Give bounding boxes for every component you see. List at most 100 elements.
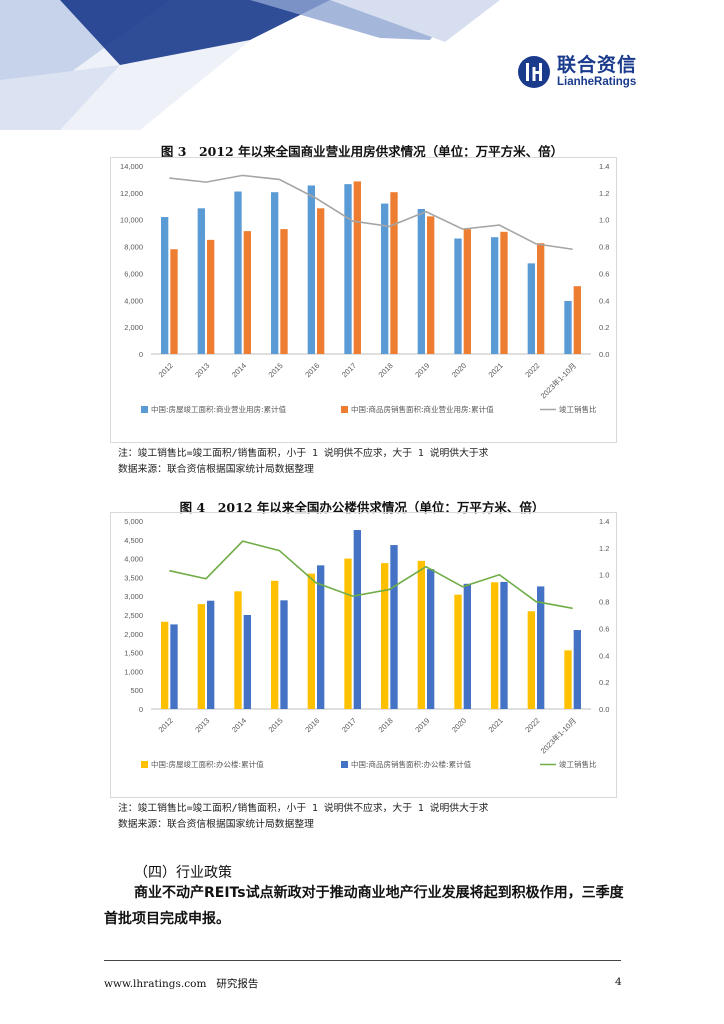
y2-tick-label: 0.8 — [599, 243, 609, 252]
logo-english-name: LianheRatings — [557, 75, 637, 88]
figure4-source: 数据来源：联合资信根据国家统计局数据整理 — [118, 819, 314, 830]
x-tick-label: 2014 — [230, 361, 248, 379]
y-tick-label: 4,000 — [124, 296, 143, 305]
bar-sold — [353, 530, 361, 709]
legend-label: 竣工销售比 — [559, 759, 597, 769]
y-tick-label: 500 — [130, 686, 143, 695]
figure3-title: 图 3 2012 年以来全国商业营业用房供求情况（单位：万平方米、倍） — [160, 144, 564, 159]
y-tick-label: 12,000 — [120, 189, 143, 198]
bar-completed — [564, 650, 572, 709]
x-tick-label: 2019 — [413, 361, 431, 379]
x-tick-label: 2019 — [413, 716, 431, 734]
bar-sold — [170, 624, 178, 709]
bar-completed — [417, 560, 425, 709]
bar-sold — [537, 243, 545, 354]
bar-sold — [317, 565, 325, 709]
y-tick-label: 2,500 — [124, 611, 143, 620]
y2-tick-label: 0.6 — [599, 624, 609, 633]
header-decoration — [0, 0, 500, 130]
figure3-note: 注：竣工销售比=竣工面积/销售面积，小于 1 说明供不应求，大于 1 说明供大于… — [118, 448, 489, 459]
bar-sold — [243, 231, 251, 354]
y-tick-label: 1,000 — [124, 667, 143, 676]
y2-tick-label: 0.2 — [599, 323, 609, 332]
logo-chinese-name: 联合资信 — [557, 53, 638, 76]
bar-completed — [234, 591, 242, 709]
paragraph-policy: 商业不动产REITs试点新政对于推动商业地产行业发展将起到积极作用，三季度首批项… — [104, 885, 624, 927]
figure3-svg: 0 2,000 4,000 6,000 8,000 10,000 12,000 14,000 0… — [120, 162, 609, 414]
bar-completed — [197, 208, 205, 354]
brand-logo: 联合资信 LianheRatings — [517, 55, 637, 89]
footer-url: www.lhratings.com — [104, 978, 207, 990]
x-tick-label: 2020 — [450, 716, 468, 734]
figure3-chart: 0 2,000 4,000 6,000 8,000 10,000 12,000 14,000 0… — [110, 157, 617, 443]
bar-sold — [280, 229, 288, 354]
y-tick-label: 1,500 — [124, 649, 143, 658]
x-tick-label: 2017 — [340, 716, 358, 734]
x-tick-label: 2013 — [193, 361, 211, 379]
x-tick-label: 2013 — [193, 716, 211, 734]
bar-sold — [170, 249, 178, 354]
x-tick-label: 2018 — [377, 716, 395, 734]
bar-sold — [427, 569, 435, 709]
bar-sold — [427, 216, 435, 354]
bar-sold — [207, 600, 215, 709]
x-tick-label: 2022 — [523, 716, 541, 734]
x-tick-label: 2023年1-10月 — [538, 360, 578, 400]
bar-completed — [197, 604, 205, 709]
y-tick-label: 3,500 — [124, 573, 143, 582]
y-tick-label: 0 — [139, 350, 143, 359]
y2-tick-label: 1.0 — [599, 216, 609, 225]
y2-tick-label: 1.2 — [599, 189, 609, 198]
bar-sold — [207, 239, 215, 354]
y2-tick-label: 0.2 — [599, 678, 609, 687]
y2-tick-label: 0.4 — [599, 651, 609, 660]
y-tick-label: 4,000 — [124, 555, 143, 564]
section-heading: （四）行业政策 — [134, 865, 232, 881]
bar-completed — [491, 237, 499, 354]
y2-tick-label: 0.6 — [599, 269, 609, 278]
figure3-source: 数据来源：联合资信根据国家统计局数据整理 — [118, 464, 314, 475]
bar-completed — [491, 582, 499, 709]
bar-sold — [573, 630, 581, 709]
x-tick-label: 2018 — [377, 361, 395, 379]
figure4-chart: 0 500 1,000 1,500 2,000 2,500 3,000 3,500 4,000 4… — [110, 512, 617, 798]
y2-tick-label: 1.4 — [599, 517, 609, 526]
y2-tick-label: 0.8 — [599, 598, 609, 607]
bar-completed — [381, 563, 389, 709]
bar-completed — [234, 191, 242, 354]
bar-completed — [381, 203, 389, 354]
legend-label: 中国:房屋竣工面积:商业营业用房:累计值 — [151, 404, 287, 414]
y-tick-label: 2,000 — [124, 323, 143, 332]
bar-completed — [344, 558, 352, 709]
bar-completed — [564, 300, 572, 354]
y-tick-label: 8,000 — [124, 243, 143, 252]
legend-label: 竣工销售比 — [559, 404, 597, 414]
x-tick-label: 2015 — [267, 361, 285, 379]
bar-sold — [463, 583, 471, 709]
y-tick-label: 3,000 — [124, 592, 143, 601]
bar-completed — [527, 611, 535, 709]
y-tick-label: 14,000 — [120, 162, 143, 171]
y-tick-label: 4,500 — [124, 536, 143, 545]
footer-website: www.lhratings.com 研究报告 — [104, 976, 258, 991]
x-tick-label: 2021 — [487, 361, 505, 379]
bar-completed — [271, 192, 279, 354]
y2-tick-label: 1.2 — [599, 544, 609, 553]
x-tick-label: 2012 — [157, 716, 175, 734]
legend-swatch — [141, 406, 148, 413]
bar-completed — [417, 208, 425, 354]
y-tick-label: 10,000 — [120, 216, 143, 225]
y-tick-label: 5,000 — [124, 517, 143, 526]
legend-label: 中国:房屋竣工面积:办公楼:累计值 — [151, 759, 264, 769]
y2-tick-label: 0.0 — [599, 350, 609, 359]
bar-completed — [527, 263, 535, 354]
ratio-line — [169, 540, 573, 610]
bar-sold — [280, 600, 288, 709]
x-tick-label: 2017 — [340, 361, 358, 379]
bar-completed — [307, 185, 315, 354]
x-tick-label: 2022 — [523, 361, 541, 379]
bar-completed — [454, 594, 462, 709]
bar-completed — [307, 573, 315, 709]
footer-doc-type: 研究报告 — [216, 978, 259, 990]
x-tick-label: 2014 — [230, 716, 248, 734]
